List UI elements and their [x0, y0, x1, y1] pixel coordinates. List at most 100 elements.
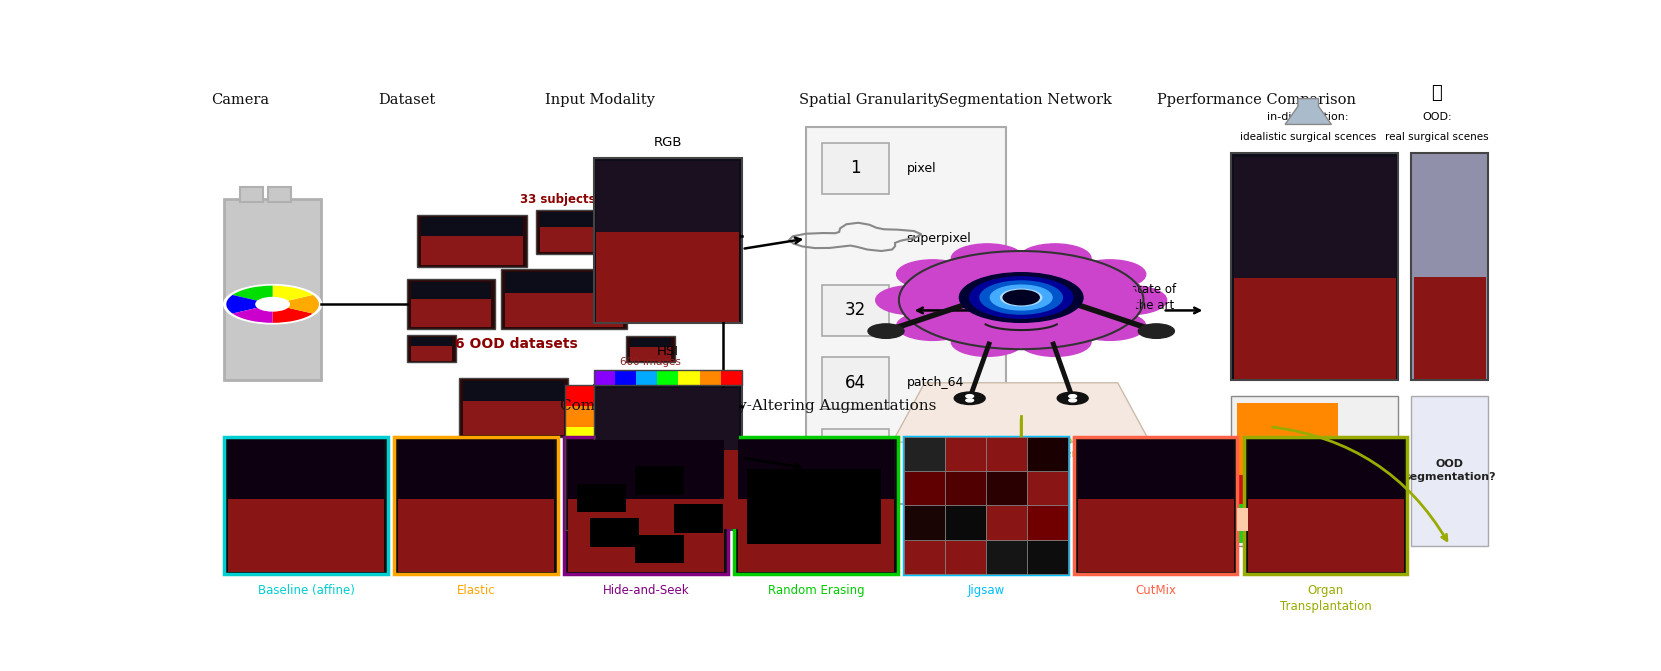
Circle shape	[224, 285, 322, 324]
Text: CutMix: CutMix	[1134, 584, 1176, 597]
FancyBboxPatch shape	[1026, 539, 1068, 574]
Text: Hide-and-Seek: Hide-and-Seek	[603, 584, 689, 597]
FancyBboxPatch shape	[1247, 497, 1404, 572]
FancyBboxPatch shape	[502, 269, 628, 329]
FancyBboxPatch shape	[904, 539, 945, 574]
Text: OOD
segmentation?: OOD segmentation?	[1404, 459, 1497, 482]
FancyBboxPatch shape	[643, 280, 731, 306]
Text: Jigsaw: Jigsaw	[967, 584, 1005, 597]
Circle shape	[1073, 260, 1146, 289]
Text: image: image	[907, 449, 945, 462]
Wedge shape	[226, 295, 272, 313]
Circle shape	[965, 395, 973, 398]
FancyBboxPatch shape	[1412, 396, 1488, 546]
FancyBboxPatch shape	[1247, 440, 1404, 499]
Text: 🖱: 🖱	[1432, 85, 1442, 103]
FancyBboxPatch shape	[565, 385, 595, 406]
FancyBboxPatch shape	[909, 440, 1063, 499]
Polygon shape	[892, 382, 1149, 442]
FancyBboxPatch shape	[734, 437, 897, 574]
Circle shape	[1138, 324, 1174, 338]
Text: 600 images: 600 images	[620, 357, 681, 367]
FancyBboxPatch shape	[643, 266, 731, 282]
Text: patch_32: patch_32	[907, 304, 963, 317]
Text: 1: 1	[850, 159, 860, 177]
FancyBboxPatch shape	[540, 212, 628, 227]
FancyBboxPatch shape	[595, 370, 615, 385]
Circle shape	[875, 286, 948, 315]
FancyBboxPatch shape	[228, 497, 384, 572]
Circle shape	[1073, 311, 1146, 340]
FancyBboxPatch shape	[985, 505, 1026, 539]
FancyBboxPatch shape	[596, 450, 739, 529]
Wedge shape	[272, 286, 312, 304]
FancyBboxPatch shape	[1412, 153, 1488, 380]
Circle shape	[1000, 289, 1041, 306]
Circle shape	[1068, 395, 1076, 398]
FancyBboxPatch shape	[904, 471, 945, 505]
Text: the art: the art	[1134, 299, 1174, 312]
Text: Segmentation Network: Segmentation Network	[938, 93, 1111, 107]
Text: Comparison of Topology-Altering Augmentations: Comparison of Topology-Altering Augmenta…	[560, 399, 937, 413]
Text: OOD:: OOD:	[1422, 111, 1452, 121]
FancyBboxPatch shape	[590, 518, 639, 547]
Text: patch_64: patch_64	[907, 376, 963, 389]
FancyBboxPatch shape	[565, 437, 728, 574]
FancyBboxPatch shape	[1075, 437, 1237, 574]
FancyBboxPatch shape	[945, 437, 985, 471]
FancyBboxPatch shape	[422, 217, 523, 236]
FancyBboxPatch shape	[639, 264, 736, 308]
FancyBboxPatch shape	[945, 539, 985, 574]
FancyBboxPatch shape	[565, 509, 595, 530]
Circle shape	[1068, 399, 1076, 402]
Circle shape	[256, 297, 289, 311]
FancyBboxPatch shape	[576, 484, 626, 513]
FancyBboxPatch shape	[909, 497, 1063, 572]
Circle shape	[869, 324, 904, 338]
Text: state of: state of	[1131, 283, 1176, 297]
FancyBboxPatch shape	[1078, 497, 1234, 572]
FancyBboxPatch shape	[1231, 153, 1399, 380]
Text: in-distribution:: in-distribution:	[1267, 111, 1349, 121]
FancyBboxPatch shape	[1237, 508, 1304, 531]
Wedge shape	[233, 304, 272, 323]
FancyBboxPatch shape	[737, 440, 894, 499]
FancyBboxPatch shape	[568, 497, 724, 572]
Text: HSI: HSI	[656, 346, 679, 358]
FancyBboxPatch shape	[565, 468, 595, 488]
FancyBboxPatch shape	[540, 225, 628, 252]
FancyBboxPatch shape	[565, 406, 595, 427]
Text: Baseline (affine): Baseline (affine)	[257, 584, 354, 597]
Polygon shape	[1286, 99, 1332, 124]
FancyBboxPatch shape	[678, 370, 699, 385]
FancyBboxPatch shape	[462, 380, 565, 401]
FancyBboxPatch shape	[565, 448, 595, 468]
FancyBboxPatch shape	[658, 370, 678, 385]
Circle shape	[965, 399, 973, 402]
FancyBboxPatch shape	[904, 437, 1068, 574]
Text: Dataset: Dataset	[379, 93, 435, 107]
FancyBboxPatch shape	[505, 272, 623, 293]
FancyBboxPatch shape	[595, 158, 742, 323]
FancyBboxPatch shape	[699, 370, 721, 385]
FancyBboxPatch shape	[568, 440, 724, 499]
FancyBboxPatch shape	[822, 285, 889, 336]
FancyBboxPatch shape	[630, 338, 671, 347]
FancyBboxPatch shape	[1237, 475, 1355, 508]
FancyBboxPatch shape	[1234, 277, 1395, 379]
FancyBboxPatch shape	[410, 337, 452, 346]
Text: Organ
Transplantation: Organ Transplantation	[1279, 584, 1372, 613]
Text: 19 classes: 19 classes	[463, 451, 532, 464]
FancyBboxPatch shape	[407, 279, 495, 329]
Polygon shape	[565, 530, 600, 546]
FancyBboxPatch shape	[806, 127, 1007, 504]
Text: superpixel: superpixel	[907, 231, 972, 245]
FancyBboxPatch shape	[904, 505, 945, 539]
FancyBboxPatch shape	[410, 344, 452, 360]
FancyBboxPatch shape	[1234, 158, 1395, 278]
Text: 32: 32	[844, 301, 865, 319]
Text: idealistic surgical scences: idealistic surgical scences	[1241, 132, 1377, 142]
FancyBboxPatch shape	[228, 440, 384, 499]
FancyBboxPatch shape	[822, 429, 889, 481]
FancyBboxPatch shape	[399, 497, 553, 572]
